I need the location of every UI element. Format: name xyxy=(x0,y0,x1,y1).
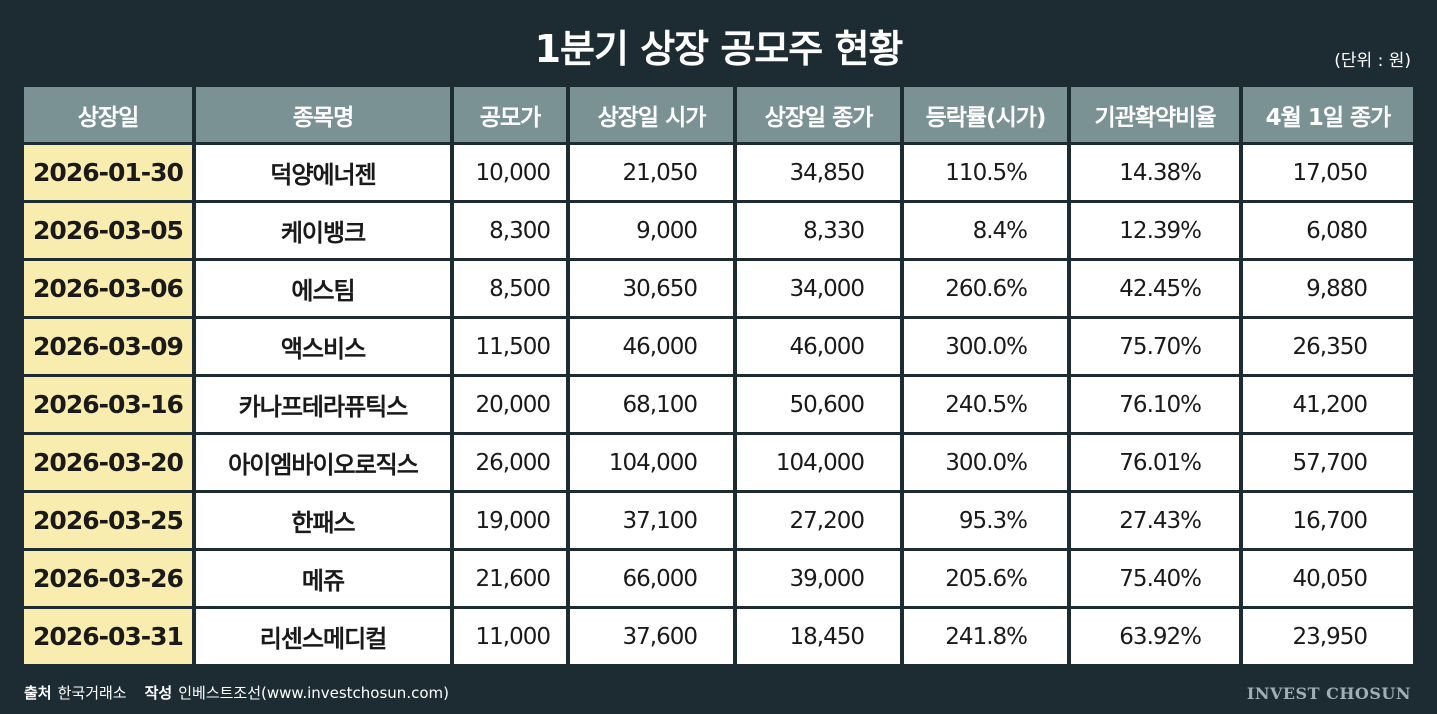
cell-open-price: 37,600 xyxy=(566,607,735,667)
author-text: 인베스트조선(www.investchosun.com) xyxy=(178,684,449,702)
header-change-rate: 등락률(시가) xyxy=(900,87,1069,145)
cell-apr1-close: 41,200 xyxy=(1239,375,1413,435)
table-header-row: 상장일 종목명 공모가 상장일 시가 상장일 종가 등락률(시가) 기관확약비율… xyxy=(24,87,1413,145)
cell-close-price: 34,850 xyxy=(733,143,902,203)
header-offer-price: 공모가 xyxy=(450,87,568,145)
cell-close-price: 27,200 xyxy=(733,491,902,551)
cell-offer-price: 10,000 xyxy=(450,143,568,203)
cell-open-price: 21,050 xyxy=(566,143,735,203)
cell-lockup-ratio: 63.92% xyxy=(1067,607,1241,667)
cell-offer-price: 19,000 xyxy=(450,491,568,551)
cell-listing-date: 2026-01-30 xyxy=(24,143,194,203)
cell-apr1-close: 26,350 xyxy=(1239,317,1413,377)
cell-stock-name: 덕양에너젠 xyxy=(192,143,452,203)
footer-credits: 출처 한국거래소 작성 인베스트조선(www.investchosun.com) xyxy=(24,682,449,703)
header-stock-name: 종목명 xyxy=(192,87,452,145)
cell-lockup-ratio: 14.38% xyxy=(1067,143,1241,203)
cell-stock-name: 한패스 xyxy=(192,491,452,551)
cell-listing-date: 2026-03-09 xyxy=(24,317,194,377)
cell-open-price: 66,000 xyxy=(566,549,735,609)
source-label: 출처 xyxy=(24,684,52,702)
cell-change-rate: 300.0% xyxy=(900,433,1069,493)
cell-apr1-close: 17,050 xyxy=(1239,143,1413,203)
table-row: 2026-03-16 카나프테라퓨틱스 20,000 68,100 50,600 240.… xyxy=(24,375,1413,435)
cell-offer-price: 21,600 xyxy=(450,549,568,609)
cell-lockup-ratio: 75.70% xyxy=(1067,317,1241,377)
cell-stock-name: 에스팀 xyxy=(192,259,452,319)
cell-open-price: 104,000 xyxy=(566,433,735,493)
cell-listing-date: 2026-03-16 xyxy=(24,375,194,435)
table-row: 2026-03-20 아이엠바이오로직스 26,000 104,000 104,000 3… xyxy=(24,433,1413,493)
cell-open-price: 46,000 xyxy=(566,317,735,377)
cell-listing-date: 2026-03-06 xyxy=(24,259,194,319)
cell-stock-name: 케이뱅크 xyxy=(192,201,452,261)
cell-lockup-ratio: 27.43% xyxy=(1067,491,1241,551)
cell-offer-price: 8,500 xyxy=(450,259,568,319)
cell-close-price: 18,450 xyxy=(733,607,902,667)
cell-change-rate: 260.6% xyxy=(900,259,1069,319)
table-row: 2026-01-30 덕양에너젠 10,000 21,050 34,850 110.5% 1… xyxy=(24,143,1413,203)
cell-change-rate: 300.0% xyxy=(900,317,1069,377)
table-row: 2026-03-25 한패스 19,000 37,100 27,200 95.3% 27.4… xyxy=(24,491,1413,551)
cell-close-price: 46,000 xyxy=(733,317,902,377)
table-row: 2026-03-06 에스팀 8,500 30,650 34,000 260.6% 42.4… xyxy=(24,259,1413,319)
cell-stock-name: 리센스메디컬 xyxy=(192,607,452,667)
cell-apr1-close: 23,950 xyxy=(1239,607,1413,667)
cell-close-price: 39,000 xyxy=(733,549,902,609)
cell-close-price: 104,000 xyxy=(733,433,902,493)
cell-offer-price: 26,000 xyxy=(450,433,568,493)
ipo-table: 상장일 종목명 공모가 상장일 시가 상장일 종가 등락률(시가) 기관확약비율… xyxy=(24,87,1413,667)
cell-apr1-close: 9,880 xyxy=(1239,259,1413,319)
header-close-price: 상장일 종가 xyxy=(733,87,902,145)
header-open-price: 상장일 시가 xyxy=(566,87,735,145)
brand-logo-text: INVEST CHOSUN xyxy=(1246,684,1411,703)
cell-close-price: 8,330 xyxy=(733,201,902,261)
cell-stock-name: 메쥬 xyxy=(192,549,452,609)
cell-listing-date: 2026-03-20 xyxy=(24,433,194,493)
table-row: 2026-03-05 케이뱅크 8,300 9,000 8,330 8.4% 12.39% 6… xyxy=(24,201,1413,261)
author-label: 작성 xyxy=(144,684,173,702)
cell-offer-price: 8,300 xyxy=(450,201,568,261)
cell-change-rate: 240.5% xyxy=(900,375,1069,435)
cell-change-rate: 205.6% xyxy=(900,549,1069,609)
source-text: 한국거래소 xyxy=(57,684,127,702)
cell-change-rate: 241.8% xyxy=(900,607,1069,667)
cell-open-price: 37,100 xyxy=(566,491,735,551)
cell-lockup-ratio: 42.45% xyxy=(1067,259,1241,319)
cell-open-price: 30,650 xyxy=(566,259,735,319)
cell-listing-date: 2026-03-31 xyxy=(24,607,194,667)
cell-lockup-ratio: 75.40% xyxy=(1067,549,1241,609)
cell-apr1-close: 57,700 xyxy=(1239,433,1413,493)
header-lockup-ratio: 기관확약비율 xyxy=(1067,87,1241,145)
header-listing-date: 상장일 xyxy=(24,87,194,145)
cell-offer-price: 11,500 xyxy=(450,317,568,377)
cell-listing-date: 2026-03-05 xyxy=(24,201,194,261)
cell-offer-price: 20,000 xyxy=(450,375,568,435)
cell-listing-date: 2026-03-26 xyxy=(24,549,194,609)
table-row: 2026-03-09 액스비스 11,500 46,000 46,000 300.0% 75… xyxy=(24,317,1413,377)
cell-stock-name: 아이엠바이오로직스 xyxy=(192,433,452,493)
cell-lockup-ratio: 76.10% xyxy=(1067,375,1241,435)
cell-change-rate: 110.5% xyxy=(900,143,1069,203)
page-title: 1분기 상장 공모주 현황 xyxy=(534,27,904,71)
table-row: 2026-03-31 리센스메디컬 11,000 37,600 18,450 241.8%… xyxy=(24,607,1413,667)
cell-open-price: 68,100 xyxy=(566,375,735,435)
cell-listing-date: 2026-03-25 xyxy=(24,491,194,551)
cell-offer-price: 11,000 xyxy=(450,607,568,667)
header-apr1-close: 4월 1일 종가 xyxy=(1239,87,1413,145)
cell-change-rate: 95.3% xyxy=(900,491,1069,551)
cell-change-rate: 8.4% xyxy=(900,201,1069,261)
cell-open-price: 9,000 xyxy=(566,201,735,261)
cell-apr1-close: 40,050 xyxy=(1239,549,1413,609)
cell-apr1-close: 6,080 xyxy=(1239,201,1413,261)
cell-stock-name: 카나프테라퓨틱스 xyxy=(192,375,452,435)
cell-lockup-ratio: 12.39% xyxy=(1067,201,1241,261)
cell-apr1-close: 16,700 xyxy=(1239,491,1413,551)
cell-stock-name: 액스비스 xyxy=(192,317,452,377)
cell-close-price: 50,600 xyxy=(733,375,902,435)
cell-lockup-ratio: 76.01% xyxy=(1067,433,1241,493)
unit-label: (단위 : 원) xyxy=(1334,51,1411,71)
table-row: 2026-03-26 메쥬 21,600 66,000 39,000 205.6% 75.4… xyxy=(24,549,1413,609)
cell-close-price: 34,000 xyxy=(733,259,902,319)
